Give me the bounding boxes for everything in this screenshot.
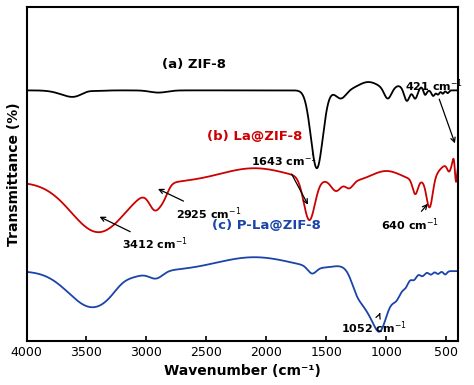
Text: 1052 cm$^{-1}$: 1052 cm$^{-1}$ — [341, 313, 407, 336]
Text: 1643 cm$^{-1}$: 1643 cm$^{-1}$ — [252, 152, 318, 204]
Text: 640 cm$^{-1}$: 640 cm$^{-1}$ — [381, 205, 439, 233]
Y-axis label: Transmittance (%): Transmittance (%) — [7, 102, 21, 246]
Text: (c) P-La@ZIF-8: (c) P-La@ZIF-8 — [212, 219, 321, 233]
X-axis label: Wavenumber (cm⁻¹): Wavenumber (cm⁻¹) — [164, 364, 321, 378]
Text: (a) ZIF-8: (a) ZIF-8 — [163, 58, 227, 71]
Text: (b) La@ZIF-8: (b) La@ZIF-8 — [207, 131, 302, 144]
Text: 421 cm$^{-1}$: 421 cm$^{-1}$ — [405, 77, 464, 142]
Text: 3412 cm$^{-1}$: 3412 cm$^{-1}$ — [101, 217, 188, 252]
Text: 2925 cm$^{-1}$: 2925 cm$^{-1}$ — [159, 189, 242, 222]
